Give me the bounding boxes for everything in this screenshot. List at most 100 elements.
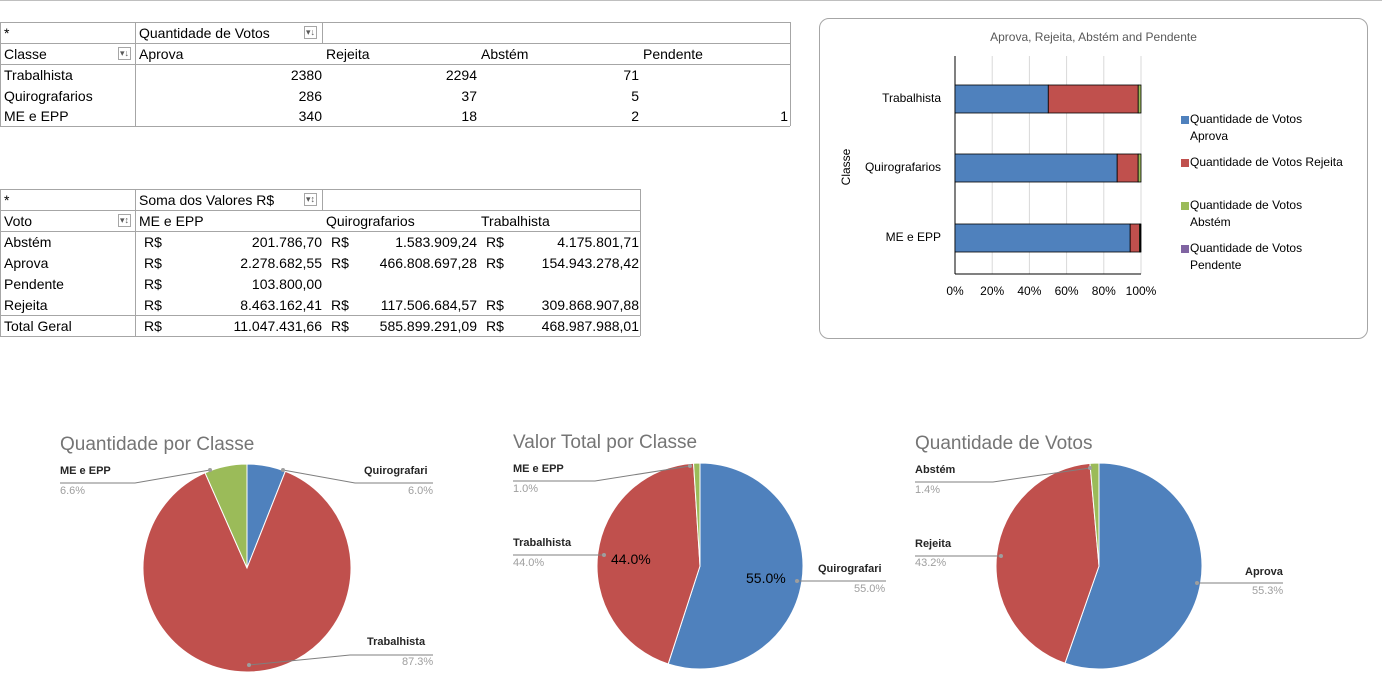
table-cell: 5: [631, 88, 639, 104]
pivot1-col-rejeita: Rejeita: [326, 46, 370, 62]
legend-item[interactable]: Quantidade de Votos Pendente: [1190, 241, 1303, 272]
leader-line: [282, 469, 433, 484]
pivot1-row-filter-button[interactable]: ▾↓: [118, 47, 131, 60]
table-row-label: Pendente: [4, 276, 64, 292]
pie2-label-quirografari: Quirografari: [818, 563, 882, 575]
table-cell: 154.943.278,42: [541, 255, 639, 271]
table-cell: 103.800,00: [251, 276, 322, 292]
x-tick-label: 20%: [980, 284, 1005, 298]
pie2-inner-label-quirografari: 55.0%: [746, 570, 786, 586]
currency-symbol: R$: [331, 234, 349, 250]
table-cell: 309.868.907,88: [541, 297, 639, 313]
currency-symbol: R$: [144, 234, 162, 250]
pie2-pct-quirografari: 55.0%: [854, 583, 886, 595]
bar-segment: [954, 153, 1118, 183]
table-row-label: Quirografarios: [4, 88, 93, 104]
category-label: Trabalhista: [882, 91, 941, 105]
pie3-pct-rejeita: 43.2%: [915, 557, 947, 569]
x-tick-label: 80%: [1091, 284, 1116, 298]
table-cell: 4.175.801,71: [557, 234, 639, 250]
currency-symbol: R$: [486, 255, 504, 271]
leader-dot: [795, 579, 799, 583]
table-cell: 18: [461, 108, 477, 124]
leader-line: [513, 465, 691, 482]
table-cell: 468.987.988,01: [541, 318, 639, 334]
table-cell: 2380: [290, 67, 322, 83]
leader-line: [60, 469, 211, 484]
table-cell: 286: [298, 88, 322, 104]
pie2-label-trabalhista: Trabalhista: [513, 537, 572, 549]
legend-swatch: [1181, 116, 1189, 124]
pie3-slice: [1089, 462, 1100, 567]
currency-symbol: R$: [144, 297, 162, 313]
pie2-pct-me-epp: 1.0%: [513, 483, 539, 495]
pivot-table-values: * Soma dos Valores R$ ▾↕ Voto ▾↕ ME e EP…: [0, 0, 650, 340]
legend-item[interactable]: Quantidade de Votos Rejeita: [1190, 155, 1343, 169]
leader-line: [248, 654, 433, 666]
pivot2-col-quirografarios: Quirografarios: [326, 213, 415, 229]
table-cell: 2: [631, 108, 639, 124]
bar-segment: [954, 84, 1049, 114]
table-row-label: Aprova: [4, 255, 49, 271]
table-cell: 11.047.431,66: [233, 318, 323, 334]
pie3-label-abstem: Abstém: [915, 464, 956, 476]
pie2-title: Valor Total por Classe: [513, 432, 698, 453]
pivot2-values-header: Soma dos Valores R$: [139, 192, 275, 208]
pie3-pct-abstem: 1.4%: [915, 484, 941, 496]
pivot-table-votes: * Quantidade de Votos ▾↓ Classe ▾↓ Aprov…: [0, 0, 800, 130]
currency-symbol: R$: [331, 255, 349, 271]
pivot1-filter-label: *: [4, 25, 10, 41]
chart-title: Aprova, Rejeita, Abstém and Pendente: [990, 30, 1197, 44]
category-label: Quirografarios: [864, 160, 941, 174]
leader-dot: [208, 468, 212, 472]
pie3-label-rejeita: Rejeita: [915, 538, 952, 550]
pivot2-row-header: Voto: [4, 213, 33, 229]
legend-item[interactable]: Quantidade de Votos Aprova: [1190, 112, 1303, 143]
bar-segment: [1047, 84, 1139, 114]
pivot2-col-trabalhista: Trabalhista: [481, 213, 550, 229]
currency-symbol: R$: [486, 297, 504, 313]
pivot2-row-filter-button[interactable]: ▾↕: [118, 214, 131, 227]
currency-symbol: R$: [331, 297, 349, 313]
pie2-slice: [596, 462, 701, 665]
sheet-top-border: [0, 0, 1382, 1]
pie3-label-aprova: Aprova: [1245, 566, 1283, 578]
table-cell: 585.899.291,09: [379, 318, 477, 334]
bar-segment: [1140, 223, 1142, 253]
table-cell: 2.278.682,55: [240, 255, 322, 271]
pivot2-col-me-epp: ME e EPP: [139, 213, 204, 229]
pie2-slice: [693, 462, 701, 567]
pie1-label-me-epp: ME e EPP: [60, 465, 111, 477]
currency-symbol: R$: [144, 255, 162, 271]
bar-plot-area: [954, 56, 1142, 275]
legend-item[interactable]: Quantidade de Votos Abstém: [1190, 198, 1303, 229]
bar-segment: [1137, 84, 1142, 114]
stacked-bar-chart[interactable]: Aprova, Rejeita, Abstém and Pendente Cla…: [819, 18, 1368, 339]
legend-swatch: [1181, 159, 1189, 167]
x-tick-label: 100%: [1125, 284, 1157, 298]
pivot1-col-pendente: Pendente: [643, 46, 703, 62]
table-row-label: Rejeita: [4, 297, 48, 313]
currency-symbol: R$: [144, 276, 162, 292]
pivot1-values-filter-button[interactable]: ▾↓: [304, 26, 317, 39]
pie1-pct-quirografari: 6.0%: [408, 485, 434, 497]
pie1-title: Quantidade por Classe: [60, 434, 255, 455]
category-label: ME e EPP: [885, 230, 941, 244]
table-row-label: Total Geral: [4, 318, 72, 334]
pivot1-row-header: Classe: [4, 46, 47, 62]
table-cell: 466.808.697,28: [379, 255, 477, 271]
table-cell: 8.463.162,41: [240, 297, 322, 313]
table-cell: 1: [780, 108, 788, 124]
currency-symbol: R$: [144, 318, 162, 334]
leader-dot: [247, 663, 251, 667]
bar-segment: [1137, 153, 1142, 183]
pivot1-values-header: Quantidade de Votos: [139, 25, 270, 41]
pie3-title: Quantidade de Votos: [915, 433, 1093, 454]
currency-symbol: R$: [486, 318, 504, 334]
table-cell: 71: [623, 67, 639, 83]
currency-symbol: R$: [331, 318, 349, 334]
table-cell: 201.786,70: [251, 234, 322, 250]
pivot2-values-filter-button[interactable]: ▾↕: [304, 193, 317, 206]
pivot1-col-aprova: Aprova: [139, 46, 184, 62]
pie1-label-quirografari: Quirografari: [364, 465, 428, 477]
